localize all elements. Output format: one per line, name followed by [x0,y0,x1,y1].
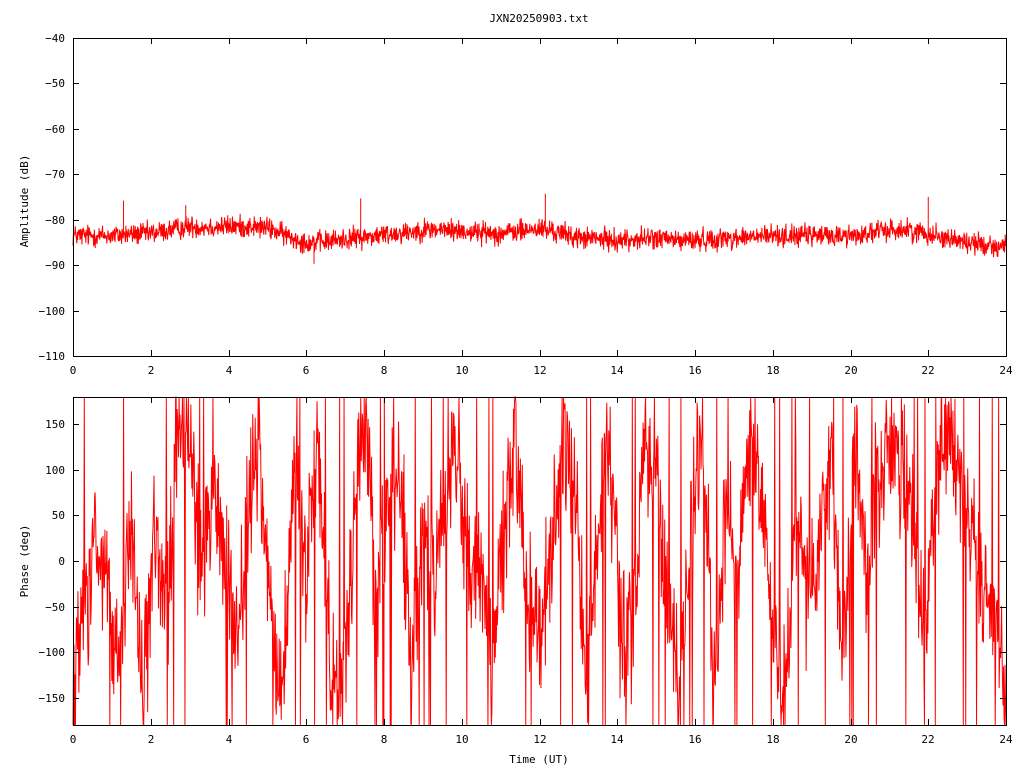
x-tick-label: 16 [688,733,701,746]
amplitude-panel: Amplitude (dB) 0 2 4 6 8 10 12 14 16 18 20 22 24−110… [18,32,1013,377]
y-tick-label: 0 [58,555,65,568]
y-tick-label: 100 [45,464,65,477]
x-tick-label: 0 [70,733,77,746]
phase-plot-frame [73,397,1007,726]
amplitude-axis-ticks: 0 2 4 6 8 10 12 14 16 18 20 22 24−110−100−90−80−70−6… [39,32,1013,377]
x-tick-label: 16 [688,364,701,377]
y-tick-label: −110 [39,350,66,363]
y-tick-label: 50 [52,509,65,522]
amplitude-series [72,193,1007,264]
amplitude-plot-frame [73,38,1007,357]
amplitude-y-axis-label: Amplitude (dB) [18,155,31,248]
phase-y-axis-label: Phase (deg) [18,525,31,598]
amplitude-trace [72,213,1007,258]
x-tick-label: 6 [303,733,310,746]
x-tick-label: 2 [148,364,155,377]
phase-trace [72,396,1007,726]
x-tick-label: 24 [999,733,1013,746]
y-tick-label: −100 [39,305,66,318]
x-tick-label: 20 [844,733,857,746]
y-tick-label: −60 [45,123,65,136]
x-tick-label: 8 [381,364,388,377]
x-axis-label: Time (UT) [509,753,569,766]
x-tick-label: 12 [533,364,546,377]
x-tick-label: 12 [533,733,546,746]
y-tick-label: −80 [45,214,65,227]
y-tick-label: −50 [45,77,65,90]
phase-series [72,396,1007,726]
y-tick-label: −150 [39,692,66,705]
x-tick-label: 14 [610,364,624,377]
x-tick-label: 14 [610,733,624,746]
y-tick-label: −90 [45,259,65,272]
x-tick-label: 10 [455,733,468,746]
x-tick-label: 24 [999,364,1013,377]
x-tick-label: 8 [381,733,388,746]
x-tick-label: 20 [844,364,857,377]
x-tick-label: 0 [70,364,77,377]
x-tick-label: 18 [766,364,779,377]
x-tick-label: 22 [921,364,934,377]
y-tick-label: −100 [39,646,66,659]
chart-title: JXN20250903.txt [489,12,588,25]
phase-axis-ticks: 0 2 4 6 8 10 12 14 16 18 20 22 24−150−100−5005010015… [39,397,1013,746]
y-tick-label: −70 [45,168,65,181]
x-tick-label: 10 [455,364,468,377]
x-tick-label: 4 [226,733,233,746]
x-tick-label: 2 [148,733,155,746]
y-tick-label: −50 [45,601,65,614]
y-tick-label: 150 [45,418,65,431]
x-tick-label: 6 [303,364,310,377]
y-tick-label: −40 [45,32,65,45]
x-tick-label: 18 [766,733,779,746]
x-tick-label: 4 [226,364,233,377]
phase-panel: Phase (deg) 0 2 4 6 8 10 12 14 16 18 20 22 24−150−10… [18,396,1013,746]
x-tick-label: 22 [921,733,934,746]
